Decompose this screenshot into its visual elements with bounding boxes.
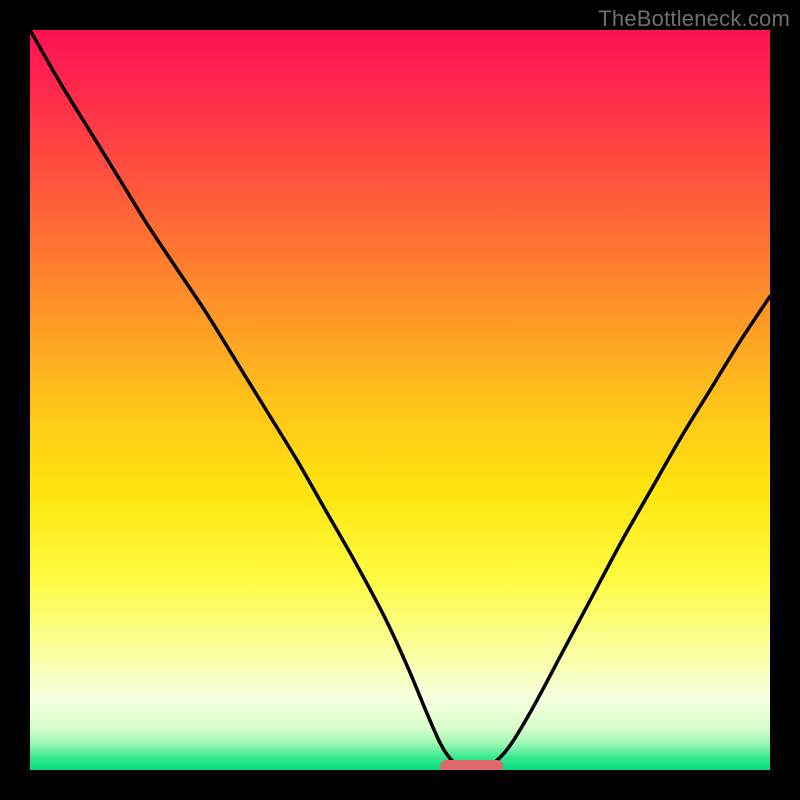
watermark-text: TheBottleneck.com bbox=[598, 6, 790, 32]
curve-path bbox=[30, 30, 770, 768]
bottleneck-curve bbox=[30, 30, 770, 770]
optimal-range-marker bbox=[440, 760, 503, 770]
plot-area bbox=[30, 30, 770, 770]
bottleneck-chart: TheBottleneck.com bbox=[0, 0, 800, 800]
